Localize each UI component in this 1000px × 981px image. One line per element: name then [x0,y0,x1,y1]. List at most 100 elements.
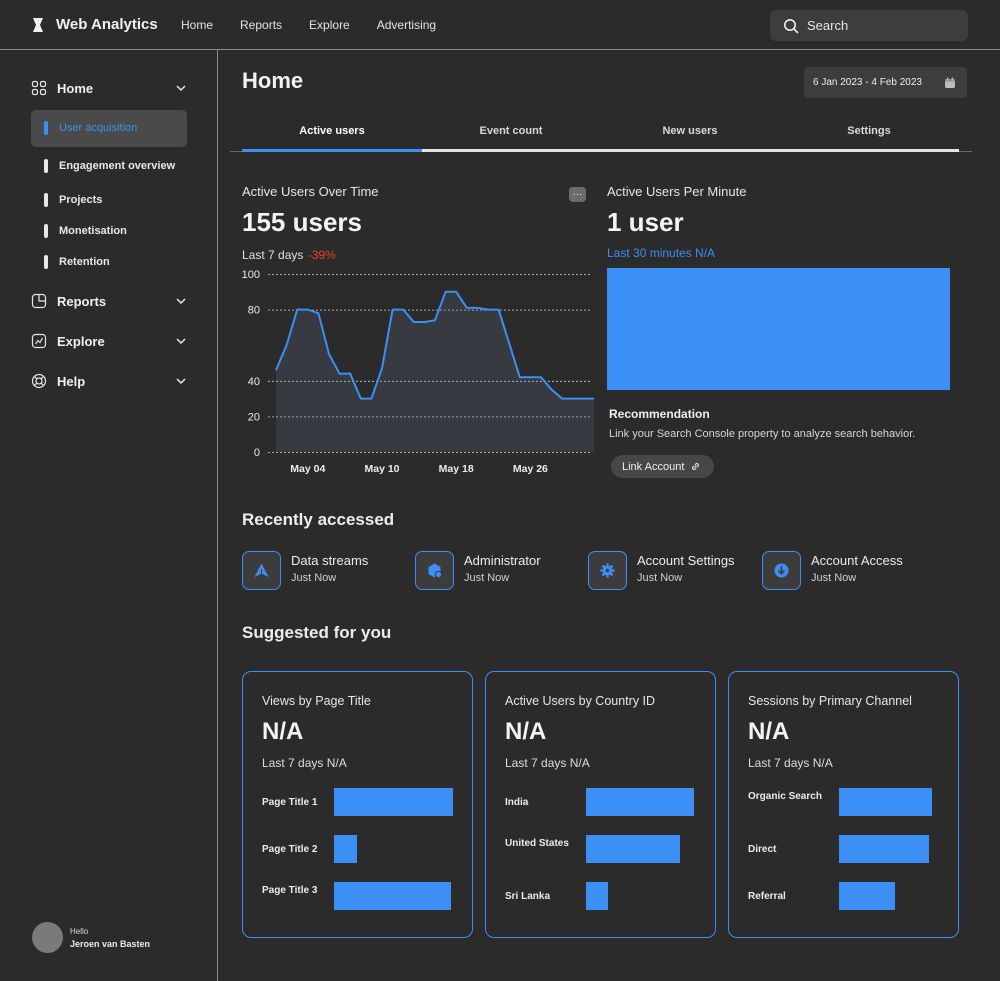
tab-new-users[interactable]: New users [662,125,718,137]
active-users-value: 155 users [242,207,362,237]
bar [334,882,451,910]
x-tick-label: May 10 [364,463,399,475]
sidebar-reports-label: Reports [57,293,107,309]
more-options-button[interactable]: ··· [569,187,586,202]
link-account-button[interactable]: Link Account [611,455,714,478]
x-tick-label: May 26 [513,463,548,475]
page-title: Home [242,68,304,93]
sidebar-active-highlight [31,110,187,147]
recent-item-data-streams[interactable]: Data streams Just Now [242,551,368,590]
sidebar-explore-label: Explore [57,333,105,349]
recent-item-time: Just Now [464,572,510,584]
recent-item-name: Account Settings [637,553,735,568]
suggested-title: Suggested for you [242,623,392,642]
sidebar-item-engagement-overview[interactable]: Engagement overview [44,156,175,176]
bar-label: Referral [748,891,786,902]
tab-event-count[interactable]: Event count [479,125,543,137]
realtime-value: 1 user [607,207,684,237]
topnav-advertising[interactable]: Advertising [376,18,437,32]
sidebar-item-retention[interactable]: Retention [44,252,110,272]
suggestion-card-title: Views by Page Title [262,694,371,708]
bar [839,788,932,816]
app-title: Web Analytics [56,16,158,33]
active-users-chart: 0 20 40 80 100 May 04 May 10 May 18 May 26 [242,264,597,479]
recent-item-name: Data streams [291,553,369,568]
suggestion-card-channel[interactable]: Sessions by Primary Channel N/A Last 7 d… [728,671,959,938]
recent-item-name: Account Access [811,553,903,568]
y-tick-label: 40 [248,376,260,388]
tab-settings[interactable]: Settings [847,125,891,137]
grid-icon [31,80,47,96]
chevron-down-icon [176,378,186,385]
top-bar: Web Analytics Home Reports Explore Adver… [0,0,1000,50]
top-nav: Home Reports Explore Advertising [181,18,463,32]
y-tick-label: 20 [248,411,260,423]
chevron-down-icon [176,298,186,305]
topnav-explore[interactable]: Explore [309,18,350,32]
user-name: Jeroen van Basten [70,938,151,949]
sidebar-group-reports[interactable]: Reports [31,293,191,309]
suggestion-card-page-title[interactable]: Views by Page Title N/A Last 7 days N/A … [242,671,473,938]
date-range-picker[interactable]: 6 Jan 2023 - 4 Feb 2023 [804,67,967,98]
chevron-down-icon [176,85,186,92]
recent-item-account-access[interactable]: Account Access Just Now [762,551,903,590]
recommendation-text: Link your Search Console property to ana… [609,428,916,440]
bar-label: Page Title 2 [262,844,318,855]
suggestion-card-country[interactable]: Active Users by Country ID N/A Last 7 da… [485,671,716,938]
search-input[interactable]: Search [770,10,968,41]
bar-label: India [505,797,529,808]
topnav-reports[interactable]: Reports [240,18,283,32]
sidebar-item-user-acquisition[interactable]: User acquisition [44,118,137,138]
area-fill [276,291,594,452]
bar [334,788,453,816]
active-users-title: Active Users Over Time [242,184,379,199]
sidebar-item-label: Engagement overview [59,160,176,172]
bar [839,882,895,910]
tab-bar: Active users Event count New users Setti… [242,118,959,152]
avatar [32,922,63,953]
bar [839,835,929,863]
sidebar-item-projects[interactable]: Projects [44,190,102,210]
sidebar-group-explore[interactable]: Explore [31,333,191,349]
sidebar-item-label: Retention [59,256,110,268]
bar-label: Page Title 3 [262,885,318,896]
topnav-home[interactable]: Home [181,18,214,32]
suggestion-card-value: N/A [262,718,304,745]
chevron-down-icon [176,338,186,345]
suggestion-card-value: N/A [748,718,790,745]
recent-item-name: Administrator [464,553,541,568]
recent-item-time: Just Now [637,572,683,584]
recent-item-account-settings[interactable]: Account Settings Just Now [588,551,735,590]
recently-accessed-title: Recently accessed [242,510,395,529]
sidebar-home-label: Home [57,80,94,96]
suggestion-card-period: Last 7 days N/A [262,756,347,770]
logo-icon [33,18,43,32]
suggestion-card-period: Last 7 days N/A [748,756,833,770]
user-profile[interactable]: Hello Jeroen van Basten [32,922,150,953]
tab-active-users[interactable]: Active users [299,125,365,137]
bar-label: United States [505,838,569,849]
sidebar-item-label: Projects [59,194,103,206]
bar-label: Sri Lanka [505,891,551,902]
sidebar-item-monetisation[interactable]: Monetisation [44,221,127,241]
bar [334,835,357,863]
recent-item-time: Just Now [811,572,857,584]
recent-item-time: Just Now [291,572,337,584]
y-tick-label: 0 [254,447,260,459]
active-users-period-line: Last 7 days -39% [242,246,336,264]
calendar-icon [945,77,955,88]
series-line [275,290,594,400]
bar-label: Direct [748,844,777,855]
x-tick-label: May 04 [290,463,325,475]
stream-icon [254,563,269,577]
recent-item-administrator[interactable]: Administrator Just Now [415,551,541,590]
access-icon [774,563,789,578]
bar [586,835,680,863]
gear-icon [600,563,615,578]
suggestion-card-title: Sessions by Primary Channel [748,694,912,708]
bar-label: Organic Search [748,791,822,802]
sidebar-help-label: Help [57,373,86,389]
sidebar-group-home[interactable]: Home [31,80,191,96]
sidebar-group-help[interactable]: Help [31,373,191,389]
link-account-label: Link Account [622,460,685,473]
